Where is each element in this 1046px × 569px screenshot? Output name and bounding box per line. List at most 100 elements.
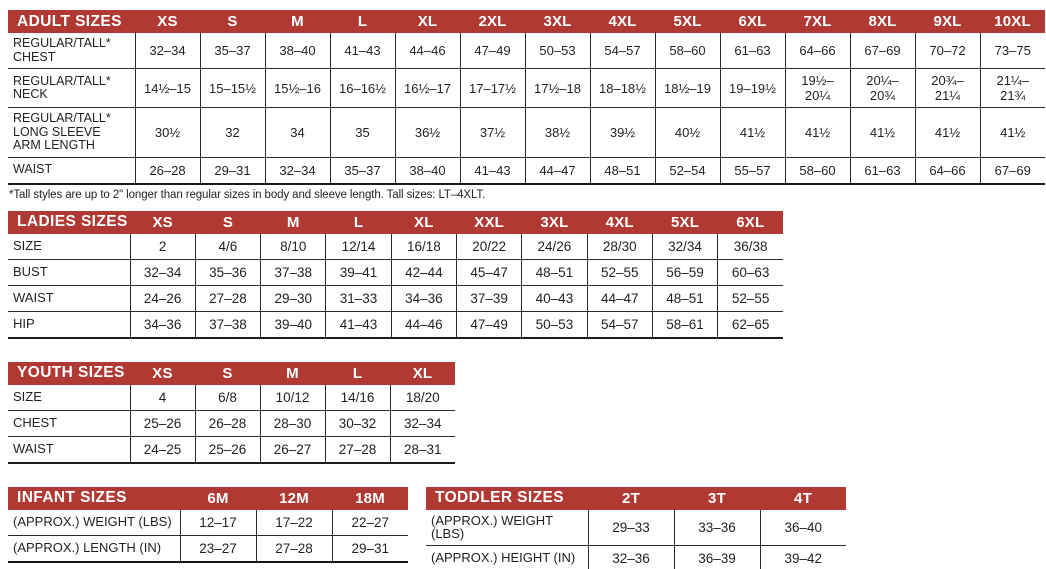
size-cell: 54–57: [589, 33, 655, 69]
size-cell: 4: [129, 384, 195, 410]
size-cell: 17–22: [255, 509, 332, 535]
size-cell: 32–34: [134, 33, 200, 69]
size-cell: 6/8: [194, 384, 260, 410]
size-cell: 44–47: [524, 156, 590, 185]
size-cell: 48–51: [589, 156, 655, 185]
size-cell: 35: [329, 107, 395, 157]
size-cell: 15–15½: [199, 68, 265, 108]
size-cell: 17½–18: [524, 68, 590, 108]
size-cell: 55–57: [719, 156, 785, 185]
column-header: 6XL: [717, 210, 783, 234]
header-row: INFANT SIZES 6M 12M 18M: [8, 486, 408, 510]
table-row: (APPROX.) WEIGHT (LBS) 29–33 33–36 36–40: [426, 509, 846, 545]
table-row: SIZE 4 6/8 10/12 14/16 18/20: [8, 384, 455, 410]
size-cell: 67–69: [849, 33, 915, 69]
size-cell: 35–36: [194, 258, 261, 285]
size-cell: 25–26: [129, 409, 195, 436]
table-title: TODDLER SIZES: [426, 486, 588, 510]
column-header: L: [330, 10, 395, 33]
size-cell: 24–26: [129, 284, 196, 311]
column-header: M: [260, 210, 326, 234]
size-cell: 50–53: [524, 33, 590, 69]
column-header: 6XL: [720, 10, 785, 33]
column-header: XS: [130, 361, 195, 385]
column-header: 8XL: [850, 10, 915, 33]
size-cell: 8/10: [260, 233, 326, 259]
size-cell: 44–46: [394, 33, 460, 69]
size-cell: 39–42: [759, 544, 846, 569]
column-header: 7XL: [785, 10, 850, 33]
header-row: TODDLER SIZES 2T 3T 4T: [426, 486, 846, 510]
row-label: SIZE: [13, 238, 42, 254]
size-cell: 29–30: [260, 284, 326, 311]
column-header: 12M: [256, 486, 332, 510]
table-row: REGULAR/TALL* CHEST 32–34 35–37 38–40 41–43 4…: [8, 33, 1045, 69]
size-cell: 35–37: [329, 156, 395, 185]
column-header: 5XL: [655, 10, 720, 33]
toddler-sizes-section: TODDLER SIZES 2T 3T 4T (APPROX.) WEIGHT (LBS…: [426, 486, 846, 569]
size-cell: 44–46: [390, 310, 457, 339]
row-label: HIP: [8, 310, 130, 339]
column-header: XL: [391, 210, 457, 234]
size-cell: 18½–19: [654, 68, 720, 108]
size-cell: 31–33: [325, 284, 392, 311]
size-cell: 62–65: [717, 310, 783, 339]
size-cell: 42–44: [390, 258, 457, 285]
row-label: (APPROX.) LENGTH (IN): [8, 534, 180, 563]
row-label: (APPROX.) WEIGHT (LBS): [13, 514, 172, 530]
table-title: ADULT SIZES: [8, 10, 135, 33]
column-header: L: [325, 210, 392, 234]
column-header: S: [200, 10, 265, 33]
size-cell: 20/22: [455, 233, 522, 259]
table-row: REGULAR/TALL* NECK 14½–15 15–15½ 15½–16 16–1…: [8, 68, 1045, 108]
size-cell: 45–47: [455, 258, 522, 285]
table-row: REGULAR/TALL* LONG SLEEVE ARM LENGTH 30½ 3…: [8, 107, 1045, 157]
column-header: L: [325, 361, 390, 385]
size-cell: 41½: [979, 107, 1045, 157]
size-cell: 39–41: [325, 258, 392, 285]
header-row: LADIES SIZES XS S M L XL XXL 3XL 4XL 5XL 6XL: [8, 210, 783, 234]
size-cell: 38–40: [264, 33, 330, 69]
adult-sizes-section: ADULT SIZES XS S M L XL 2XL 3XL 4XL 5XL 6XL 7XL 8XL 9…: [8, 10, 1046, 185]
size-cell: 24/26: [521, 233, 588, 259]
size-cell: 47–49: [459, 33, 525, 69]
size-cell: 22–27: [331, 509, 408, 535]
size-cell: 36/38: [717, 233, 783, 259]
size-cell: 40–43: [521, 284, 588, 311]
size-cell: 70–72: [914, 33, 980, 69]
toddler-sizes-table: TODDLER SIZES 2T 3T 4T (APPROX.) WEIGHT (LBS…: [426, 486, 846, 569]
row-label: CHEST: [8, 409, 130, 436]
size-cell: 4/6: [194, 233, 261, 259]
size-cell: 30½: [134, 107, 200, 157]
table-title: YOUTH SIZES: [8, 361, 130, 385]
column-header: 4XL: [590, 10, 655, 33]
row-label: WAIST: [8, 284, 130, 311]
size-cell: 25–26: [194, 435, 260, 464]
size-cell: 21¼– 21¾: [979, 68, 1045, 108]
size-cell: 20¼– 20¾: [849, 68, 915, 108]
size-cell: 24–25: [129, 435, 195, 464]
column-header: XL: [395, 10, 460, 33]
size-cell: 32: [199, 107, 265, 157]
size-cell: 12/14: [325, 233, 392, 259]
table-row: WAIST 24–25 25–26 26–27 27–28 28–31: [8, 435, 455, 464]
column-header: 4T: [760, 486, 846, 510]
size-cell: 41½: [849, 107, 915, 157]
size-cell: 64–66: [914, 156, 980, 185]
size-cell: 60–63: [717, 258, 783, 285]
table-row: HIP 34–36 37–38 39–40 41–43 44–46 47–49 50–53 54…: [8, 310, 783, 339]
column-header: 18M: [332, 486, 408, 510]
table-title: INFANT SIZES: [8, 486, 180, 510]
size-cell: 27–28: [255, 534, 332, 563]
row-label: REGULAR/TALL* LONG SLEEVE ARM LENGTH: [8, 107, 135, 157]
column-header: S: [195, 361, 260, 385]
row-label: REGULAR/TALL* CHEST: [13, 36, 111, 64]
youth-sizes-section: YOUTH SIZES XS S M L XL SIZE 4 6/8 10/12 14/16 18/2…: [8, 361, 1046, 464]
size-cell: 35–37: [199, 33, 265, 69]
table-row: (APPROX.) LENGTH (IN) 23–27 27–28 29–31: [8, 534, 408, 563]
size-cell: 67–69: [979, 156, 1045, 185]
size-cell: 41–43: [329, 33, 395, 69]
size-cell: 73–75: [979, 33, 1045, 69]
size-cell: 26–27: [259, 435, 325, 464]
size-cell: 36½: [394, 107, 460, 157]
